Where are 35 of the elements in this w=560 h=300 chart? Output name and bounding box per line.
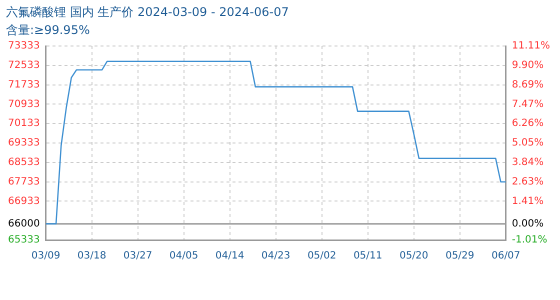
- y2-tick-label: 9.90%: [512, 60, 544, 71]
- y-tick-label: 70933: [8, 98, 40, 110]
- y2-tick-label: 2.63%: [512, 176, 544, 188]
- x-tick-label: 03/27: [123, 250, 152, 262]
- y2-tick-label: 11.11%: [512, 40, 550, 52]
- y-tick-label: 72533: [8, 60, 40, 71]
- x-tick-label: 05/29: [445, 250, 474, 262]
- y-tick-label: 66000: [8, 218, 40, 230]
- y2-tick-label: 1.41%: [512, 196, 544, 207]
- y2-tick-label: 0.00%: [512, 218, 544, 230]
- x-tick-label: 06/07: [491, 250, 520, 262]
- x-tick-label: 04/14: [215, 250, 244, 262]
- y-tick-label: 73333: [8, 40, 40, 52]
- y2-tick-label: 5.05%: [512, 138, 544, 149]
- y2-tick-label: 8.69%: [512, 79, 544, 90]
- y-tick-label: 70133: [8, 118, 40, 130]
- chart-subtitle: 含量:≥99.95%: [6, 22, 90, 39]
- y2-tick-label: 6.26%: [512, 118, 544, 130]
- x-tick-label: 05/20: [399, 250, 428, 262]
- x-tick-label: 05/02: [307, 250, 336, 262]
- y2-tick-label: -1.01%: [512, 234, 548, 246]
- x-tick-label: 05/11: [353, 250, 382, 262]
- y-tick-label: 68533: [8, 156, 40, 168]
- y2-tick-label: 3.84%: [512, 156, 544, 168]
- x-tick-label: 03/18: [77, 250, 106, 262]
- x-tick-label: 04/05: [169, 250, 198, 262]
- chart-title: 六氟磷酸锂 国内 生产价 2024-03-09 - 2024-06-07: [6, 4, 289, 21]
- y-tick-label: 71733: [8, 79, 40, 90]
- y-tick-label: 67733: [8, 176, 40, 188]
- x-tick-label: 03/09: [31, 250, 60, 262]
- x-tick-label: 04/23: [261, 250, 290, 262]
- y2-tick-label: 7.47%: [512, 98, 544, 110]
- y-tick-label: 65333: [8, 234, 40, 246]
- y-tick-label: 69333: [8, 138, 40, 149]
- y-tick-label: 66933: [8, 196, 40, 207]
